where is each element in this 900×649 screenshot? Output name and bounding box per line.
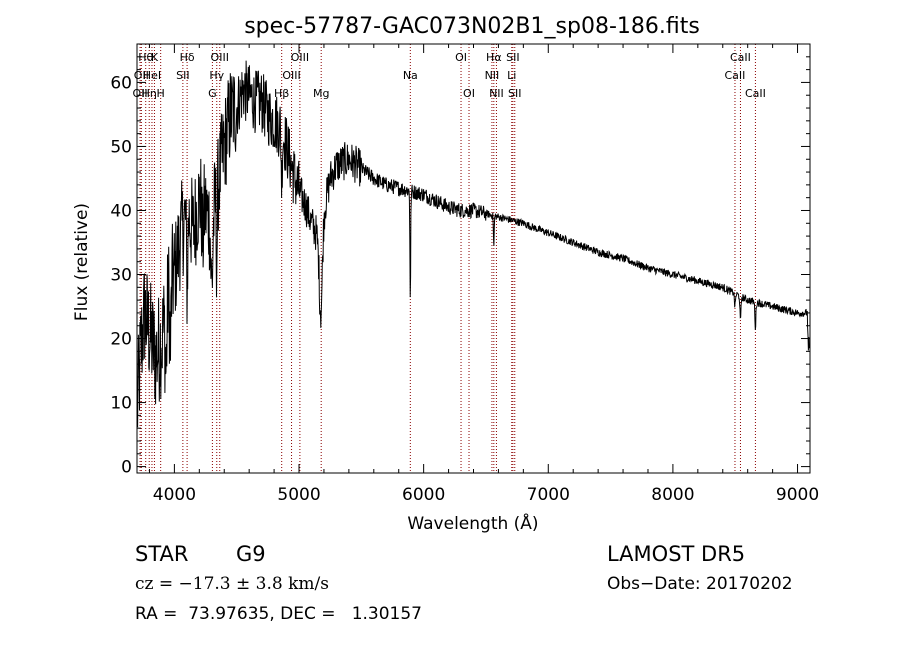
line-marker-label: Hβ	[274, 87, 289, 100]
line-marker-label: NII	[489, 87, 504, 100]
spectrum-line	[136, 60, 810, 428]
object-subclass: G9	[236, 542, 266, 566]
coordinates: RA = 73.97635, DEC = 1.30157	[135, 604, 422, 624]
line-marker-label: OIII	[291, 51, 309, 64]
x-tick-label: 8000	[651, 485, 694, 505]
line-marker-label: SII	[176, 69, 189, 82]
line-marker-label: Hα	[486, 51, 502, 64]
y-axis-ticks: 0 10 20 30 40 50 60	[110, 56, 810, 478]
line-marker-label: Hδ	[180, 51, 195, 64]
x-tick-label: 9000	[776, 485, 819, 505]
line-marker-label: K	[151, 51, 159, 64]
y-tick-label: 40	[110, 201, 132, 221]
y-tick-label: 10	[110, 394, 132, 414]
object-class: STAR	[135, 542, 189, 566]
line-marker-label: OII	[133, 87, 148, 100]
y-tick-label: 20	[110, 330, 132, 350]
line-marker-label: SII	[506, 51, 519, 64]
line-marker-label: Hη	[142, 87, 157, 100]
line-marker-label: G	[208, 87, 217, 100]
radial-velocity: cz = −17.3 ± 3.8 km/s	[135, 574, 329, 594]
x-tick-label: 4000	[153, 485, 196, 505]
x-axis-label: Wavelength (Å)	[407, 512, 538, 534]
x-axis-ticks: 4000 5000 6000 7000 8000 9000	[148, 44, 819, 505]
line-marker-label: CaII	[730, 51, 751, 64]
line-marker-label: OIII	[282, 69, 300, 82]
observation-date: Obs−Date: 20170202	[607, 574, 793, 594]
line-marker-label: Mg	[313, 87, 329, 100]
y-tick-label: 0	[121, 458, 132, 478]
line-marker-labels: HθOIIOIIHηHeIKHSIIHδGHγOIIIHβOIIIOIIIMgN…	[133, 51, 766, 100]
y-tick-label: 60	[110, 73, 132, 93]
x-tick-label: 6000	[402, 485, 445, 505]
line-marker-label: OIII	[211, 51, 229, 64]
line-marker-label: HeI	[143, 69, 161, 82]
x-tick-label: 7000	[527, 485, 570, 505]
line-marker-label: OI	[463, 87, 475, 100]
line-marker-label: Hγ	[209, 69, 224, 82]
line-marker-label: H	[157, 87, 165, 100]
y-tick-label: 50	[110, 137, 132, 157]
line-marker-label: OII	[134, 69, 149, 82]
y-tick-label: 30	[110, 266, 132, 286]
x-tick-label: 5000	[277, 485, 320, 505]
chart-title: spec-57787-GAC073N02B1_sp08-186.fits	[244, 14, 700, 39]
line-marker-label: OI	[455, 51, 467, 64]
line-marker-label: SII	[508, 87, 521, 100]
line-marker-label: Na	[403, 69, 418, 82]
line-marker-label: Hθ	[138, 51, 153, 64]
line-marker-label: CaII	[745, 87, 766, 100]
line-marker-label: NII	[485, 69, 500, 82]
line-marker-label: Li	[507, 69, 516, 82]
survey-name: LAMOST DR5	[607, 542, 746, 566]
y-axis-label: Flux (relative)	[72, 203, 92, 321]
line-marker-label: CaII	[725, 69, 746, 82]
line-markers	[139, 44, 756, 473]
